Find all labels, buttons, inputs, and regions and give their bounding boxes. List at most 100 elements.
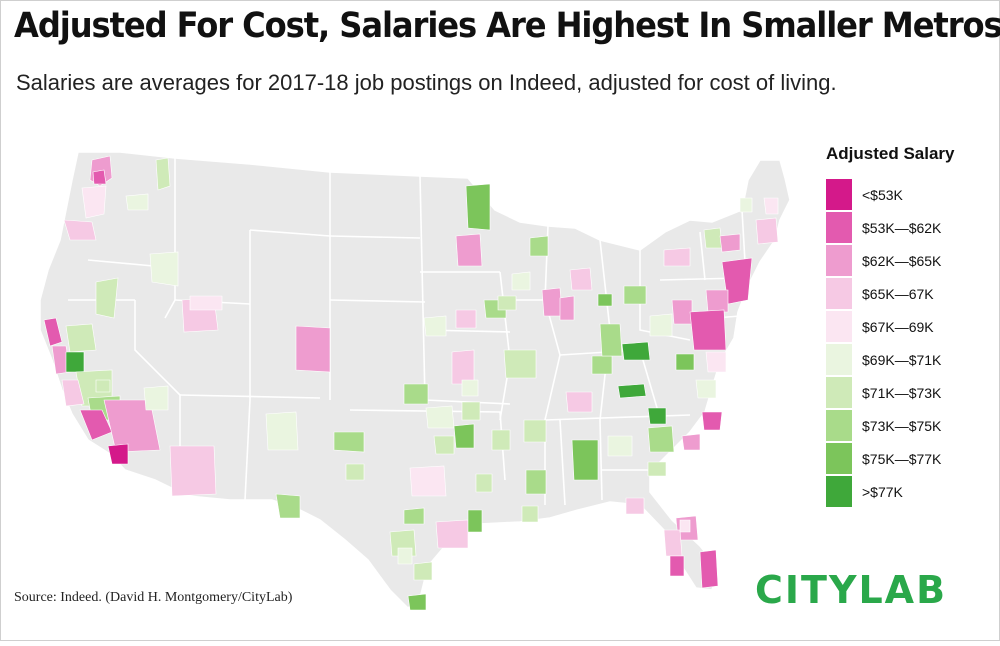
metro-mo-2 [461, 379, 479, 397]
legend-swatch [826, 245, 852, 276]
metro-reno [143, 385, 169, 411]
metro-abq [265, 411, 299, 451]
metro-stockton [65, 351, 85, 373]
metro-tx-4 [475, 473, 493, 493]
metro-ia-3 [497, 295, 517, 311]
metro-ok-tulsa [461, 401, 481, 421]
metro-areas [43, 155, 779, 611]
metro-tx-2 [433, 435, 455, 455]
legend-label: $71K—$73K [862, 384, 942, 401]
metro-pa-pitt [671, 299, 693, 325]
metro-dc [689, 309, 727, 351]
metro-mn-2 [455, 233, 483, 267]
metro-nm-3 [345, 463, 365, 481]
legend-label: $75K—$77K [862, 450, 942, 467]
metro-ca-inland [95, 379, 111, 393]
metro-milwaukee [541, 287, 563, 317]
metro-tx-7 [407, 593, 427, 611]
metro-tx-1 [453, 423, 475, 449]
metro-sf-north [43, 317, 63, 347]
metro-sc-1 [681, 433, 701, 451]
legend-item: >$77K [826, 475, 955, 508]
metro-mi-1 [569, 267, 593, 291]
metro-ia-2 [511, 271, 531, 291]
metro-boston [755, 217, 779, 245]
metro-ga-2 [647, 461, 667, 477]
legend-swatch [826, 179, 852, 210]
legend-label: $65K—67K [862, 285, 934, 302]
metro-ne-2 [423, 315, 447, 337]
metro-mo-stl [503, 349, 537, 379]
metro-tx-dallas [409, 465, 447, 497]
metro-tucson [275, 493, 301, 519]
metro-ny-1 [663, 247, 691, 267]
metro-ms [571, 439, 599, 481]
metro-oh-1 [623, 285, 647, 305]
chart-title: Adjusted For Cost, Salaries Are Highest … [14, 6, 1000, 46]
metro-ga-atl [647, 425, 675, 453]
metro-az-phoenix [169, 445, 217, 497]
metro-wa-2 [155, 157, 171, 191]
metro-denver [295, 325, 331, 373]
metro-tn-3 [647, 407, 667, 425]
metro-chicago [559, 295, 575, 321]
metro-fl-naples [669, 555, 685, 577]
legend-label: $73K—$75K [862, 417, 942, 434]
metro-fl-orlando [679, 519, 691, 533]
metro-ky-2 [591, 355, 613, 375]
metro-wi-1 [529, 235, 549, 257]
legend-item: $67K—69K [826, 310, 955, 343]
metro-boise [149, 251, 179, 287]
metro-sandiego [107, 443, 129, 465]
metro-me [763, 197, 779, 215]
us-map [0, 110, 1000, 641]
legend-item: $75K—$77K [826, 442, 955, 475]
metro-or-2 [125, 193, 149, 211]
metro-ky-1 [621, 341, 651, 361]
metro-sacramento [65, 323, 97, 353]
metro-nc-ral [695, 379, 717, 399]
metro-tx-sa [403, 507, 425, 525]
metro-nm-2 [333, 431, 365, 453]
metro-mi-2 [597, 293, 613, 307]
metro-tx-5 [467, 509, 483, 533]
legend-item: $62K—$65K [826, 244, 955, 277]
metro-oh-2 [649, 313, 673, 337]
metro-portland [63, 219, 97, 241]
legend-label: $62K—$65K [862, 252, 942, 269]
metro-al-2 [625, 497, 645, 515]
legend-item: $71K—$73K [826, 376, 955, 409]
legend-item: $69K—$71K [826, 343, 955, 376]
metro-seattle-core [92, 169, 107, 185]
chart-subtitle: Salaries are averages for 2017-18 job po… [16, 70, 837, 95]
legend-title: Adjusted Salary [826, 144, 955, 163]
metro-tx-6 [413, 561, 433, 581]
metro-riverside [103, 399, 161, 453]
metro-tn-2 [565, 391, 593, 413]
citylab-logo: CITYLAB [755, 568, 948, 612]
us-map-svg [39, 151, 791, 611]
legend-swatch [826, 212, 852, 243]
legend: Adjusted Salary <$53K $53K—$62K $62K—$65… [826, 144, 955, 508]
legend-swatch [826, 410, 852, 441]
source-note: Source: Indeed. (David H. Montgomery/Cit… [14, 590, 293, 605]
legend-swatch [826, 278, 852, 309]
metro-nc-1 [675, 353, 695, 371]
metro-philly [705, 289, 729, 313]
legend-label: >$77K [862, 483, 903, 500]
metro-in-indy [599, 323, 623, 357]
legend-item: $53K—$62K [826, 211, 955, 244]
metro-wa-3 [81, 185, 107, 219]
legend-label: <$53K [862, 186, 903, 203]
metro-ks-1 [451, 349, 475, 385]
legend-swatch [826, 344, 852, 375]
metro-san-luis-obispo [61, 379, 85, 407]
legend-item: <$53K [826, 178, 955, 211]
metro-ok-2 [397, 547, 413, 565]
metro-omaha [455, 309, 477, 329]
metro-al-1 [607, 435, 633, 457]
metro-ks-2 [403, 383, 429, 405]
legend-swatch [826, 311, 852, 342]
metro-la-1 [525, 469, 547, 495]
metro-ny-2 [703, 227, 723, 249]
